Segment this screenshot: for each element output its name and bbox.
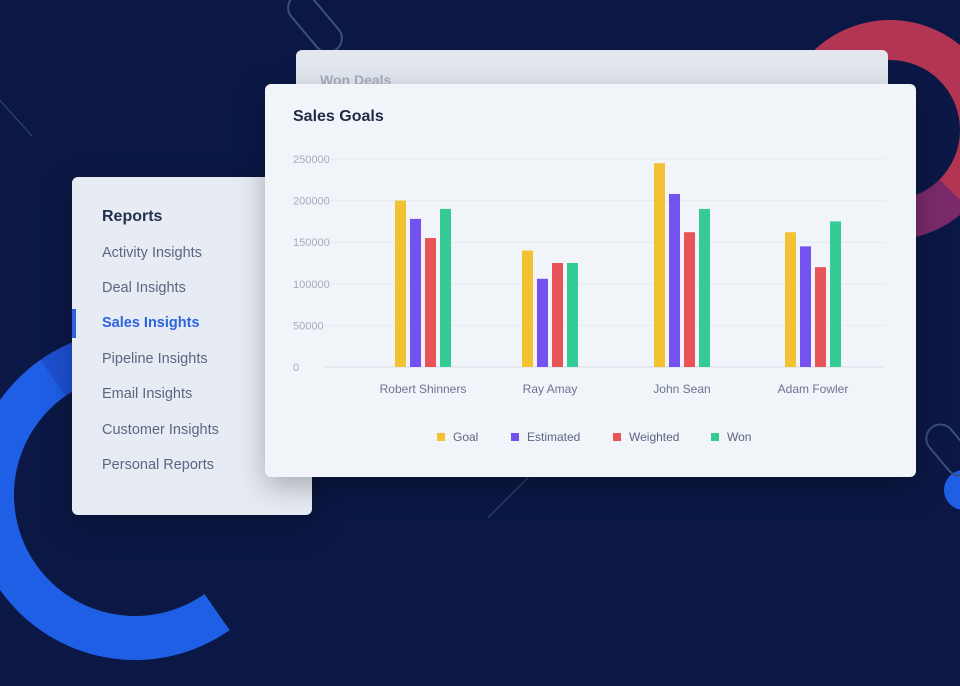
bar-won[interactable]: [440, 208, 451, 367]
legend-label: Won: [727, 430, 752, 444]
y-tick-label: 250000: [293, 154, 330, 166]
y-tick-label: 200000: [293, 196, 330, 208]
sidebar-item-email-insights[interactable]: Email Insights: [102, 386, 193, 402]
legend-item-goal[interactable]: Goal: [437, 430, 478, 444]
sidebar-item-customer-insights[interactable]: Customer Insights: [102, 422, 219, 438]
x-tick-label: Robert Shinners: [380, 382, 467, 396]
sidebar-item-activity-insights[interactable]: Activity Insights: [102, 245, 202, 261]
sidebar-item-deal-insights[interactable]: Deal Insights: [102, 280, 186, 296]
bar-weighted[interactable]: [425, 238, 436, 367]
legend-label: Estimated: [527, 430, 581, 444]
sidebar-item-personal-reports[interactable]: Personal Reports: [102, 457, 215, 473]
bar-won[interactable]: [830, 221, 841, 367]
bar-goal[interactable]: [395, 200, 406, 367]
y-tick-label: 150000: [293, 237, 330, 249]
x-tick-label: John Sean: [653, 382, 710, 396]
sidebar-item-sales-insights[interactable]: Sales Insights: [102, 315, 200, 331]
bar-weighted[interactable]: [815, 267, 826, 367]
bar-goal[interactable]: [522, 250, 533, 367]
decorative-dot: [944, 470, 960, 510]
sales-goals-card: Sales Goals 250000 200000 150000 100000 5000…: [265, 84, 916, 477]
x-tick-label: Ray Amay: [523, 382, 578, 396]
sidebar-heading: Reports: [102, 208, 163, 225]
y-tick-label: 50000: [293, 320, 324, 332]
legend-swatch: [711, 433, 719, 441]
bar-won[interactable]: [699, 208, 710, 367]
sales-goals-chart: 250000 200000 150000 100000 50000 0 Robert Shi…: [293, 154, 885, 396]
y-tick-label: 0: [293, 362, 299, 374]
bar-weighted[interactable]: [552, 263, 563, 367]
bar-estimated[interactable]: [669, 193, 680, 367]
bar-won[interactable]: [567, 263, 578, 367]
legend-item-weighted[interactable]: Weighted: [613, 430, 679, 444]
decorative-pill: [919, 417, 960, 483]
bar-goal[interactable]: [785, 232, 796, 367]
bar-estimated[interactable]: [410, 218, 421, 367]
chart-title: Sales Goals: [293, 108, 384, 125]
chart-legend: Goal Estimated Weighted Won: [265, 430, 916, 450]
decorative-line: [0, 100, 33, 137]
legend-swatch: [511, 433, 519, 441]
legend-item-estimated[interactable]: Estimated: [511, 430, 580, 444]
sidebar-item-pipeline-insights[interactable]: Pipeline Insights: [102, 351, 208, 367]
legend-swatch: [437, 433, 445, 441]
active-indicator: [72, 309, 76, 338]
x-tick-label: Adam Fowler: [778, 382, 849, 396]
bar-estimated[interactable]: [537, 278, 548, 367]
bar-estimated[interactable]: [800, 246, 811, 367]
legend-swatch: [613, 433, 621, 441]
legend-item-won[interactable]: Won: [711, 430, 751, 444]
y-tick-label: 100000: [293, 279, 330, 291]
bar-goal[interactable]: [654, 163, 665, 367]
legend-label: Goal: [453, 430, 479, 444]
bar-weighted[interactable]: [684, 232, 695, 367]
legend-label: Weighted: [629, 430, 680, 444]
